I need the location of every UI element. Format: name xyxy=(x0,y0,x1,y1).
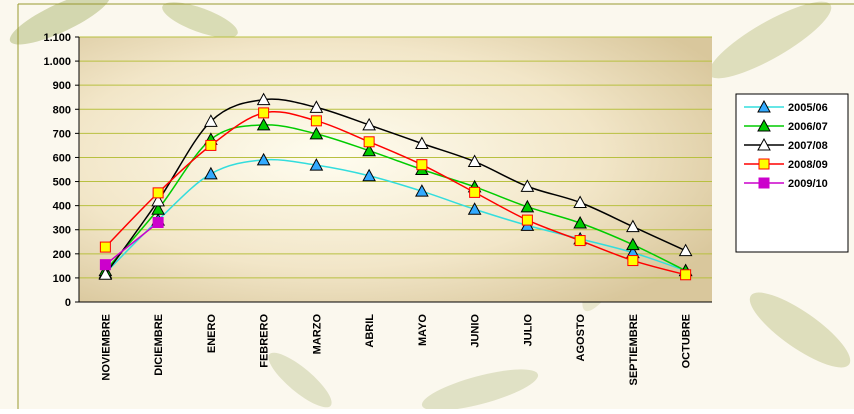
legend-label: 2005/06 xyxy=(788,102,828,114)
marker xyxy=(626,219,640,233)
x-tick-label: MARZO xyxy=(311,314,323,355)
marker xyxy=(151,193,165,207)
marker xyxy=(521,214,533,226)
y-tick-label: 100 xyxy=(53,273,71,285)
grid: 0 100 200 300 400 500 600 700 800 900 1.000 1.100 NO… xyxy=(43,32,712,386)
x-tick-label: FEBRERO xyxy=(259,314,271,368)
marker xyxy=(758,177,770,189)
x-tick-label: MAYO xyxy=(417,314,429,346)
marker xyxy=(680,269,692,281)
marker xyxy=(310,115,322,127)
legend-items: 2005/06 2006/07 2007/08 2008/09 2009/10 xyxy=(744,99,828,190)
marker xyxy=(99,241,111,253)
marker xyxy=(256,92,271,106)
marker xyxy=(205,139,217,151)
marker xyxy=(309,158,324,171)
y-tick-label: 300 xyxy=(53,225,71,237)
marker xyxy=(415,136,429,149)
legend-label: 2008/09 xyxy=(788,159,828,171)
y-tick-label: 400 xyxy=(53,201,71,213)
marker xyxy=(98,267,113,280)
y-tick-label: 0 xyxy=(65,297,71,309)
x-tick-label: ABRIL xyxy=(364,314,376,348)
marker xyxy=(362,143,376,157)
y-tick-label: 1.000 xyxy=(43,56,71,68)
marker xyxy=(520,199,535,213)
marker xyxy=(309,100,324,113)
marker xyxy=(573,195,587,209)
x-tick-label: SEPTIEMBRE xyxy=(628,314,640,386)
x-tick-label: ENERO xyxy=(206,314,218,354)
y-tick-label: 500 xyxy=(53,177,71,189)
marker xyxy=(573,215,587,229)
x-tick-label: OCTUBRE xyxy=(681,314,693,368)
legend xyxy=(735,93,849,253)
marker xyxy=(362,117,376,131)
marker xyxy=(309,126,324,140)
marker xyxy=(362,168,376,182)
marker xyxy=(204,114,218,127)
y-tick-label: 900 xyxy=(53,80,71,92)
marker xyxy=(415,184,429,197)
marker xyxy=(626,237,640,251)
y-tick-label: 1.100 xyxy=(43,32,71,44)
marker xyxy=(416,159,428,171)
marker xyxy=(363,136,375,148)
x-tick-label: DICIEMBRE xyxy=(153,314,165,376)
plot-area xyxy=(79,37,712,302)
marker xyxy=(757,99,771,113)
marker xyxy=(99,259,111,271)
y-tick-label: 800 xyxy=(53,104,71,116)
legend-label: 2009/10 xyxy=(788,178,828,190)
marker xyxy=(574,235,586,247)
marker xyxy=(469,186,481,198)
y-tick-label: 200 xyxy=(53,249,71,261)
x-tick-label: NOVIEMBRE xyxy=(100,314,112,381)
marker xyxy=(467,202,482,215)
x-tick-label: JULIO xyxy=(522,314,534,347)
marker xyxy=(757,118,771,132)
lines xyxy=(98,92,693,281)
x-tick-label: AGOSTO xyxy=(575,314,587,362)
marker xyxy=(467,154,482,168)
legend-label: 2006/07 xyxy=(788,121,828,133)
y-tick-label: 600 xyxy=(53,152,71,164)
marker xyxy=(152,187,164,199)
x-tick-label: JUNIO xyxy=(470,314,482,348)
marker xyxy=(758,158,770,170)
marker xyxy=(151,202,165,215)
marker xyxy=(256,117,271,131)
marker xyxy=(757,137,771,151)
marker xyxy=(627,255,639,267)
marker xyxy=(258,107,270,119)
marker xyxy=(152,217,164,228)
marker xyxy=(520,179,535,192)
marker xyxy=(204,166,218,180)
marker xyxy=(678,243,693,257)
legend-label: 2007/08 xyxy=(788,140,828,152)
marker xyxy=(256,152,271,166)
y-tick-label: 700 xyxy=(53,128,71,140)
